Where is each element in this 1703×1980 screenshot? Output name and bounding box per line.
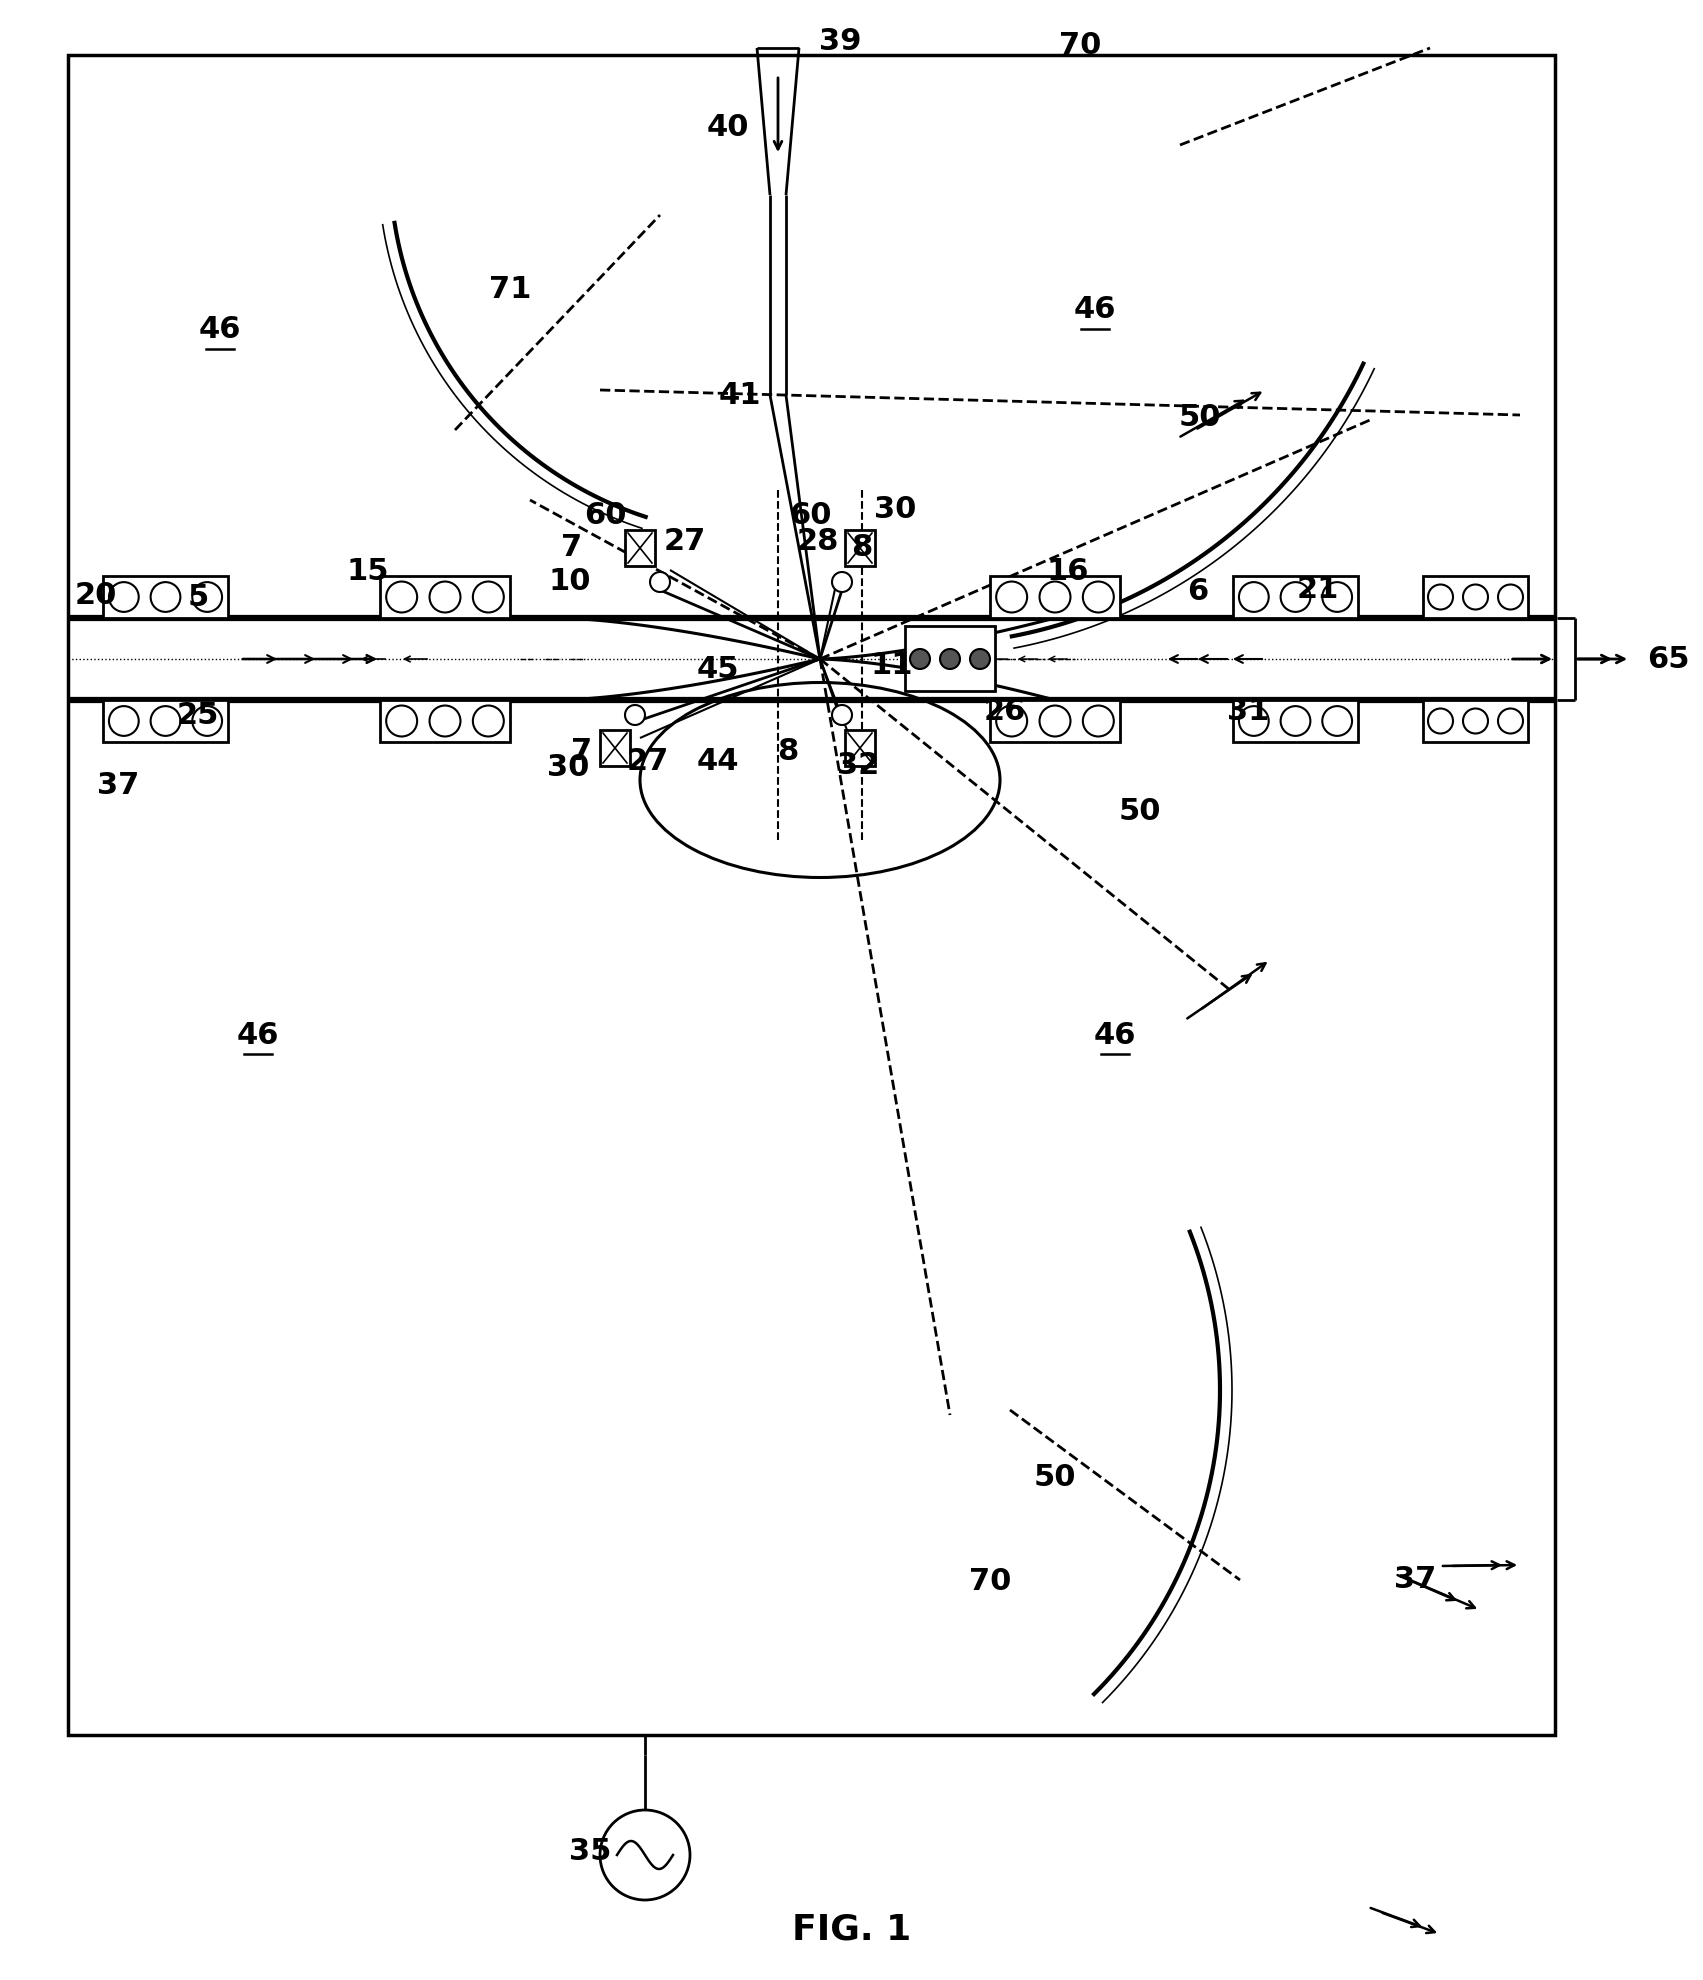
Text: 27: 27	[627, 748, 669, 776]
Text: 50: 50	[1119, 798, 1161, 826]
Circle shape	[192, 582, 221, 612]
Text: 28: 28	[797, 527, 840, 556]
Text: 70: 70	[1059, 30, 1102, 59]
Circle shape	[833, 705, 852, 725]
Circle shape	[109, 707, 138, 737]
Circle shape	[1463, 709, 1488, 733]
Text: 21: 21	[1296, 576, 1339, 604]
Bar	[845, 731, 875, 766]
Circle shape	[625, 705, 645, 725]
Bar	[1424, 701, 1528, 742]
Bar	[599, 731, 630, 766]
Circle shape	[1429, 584, 1453, 610]
Circle shape	[1039, 582, 1071, 612]
Text: 11: 11	[870, 651, 913, 681]
Text: 41: 41	[719, 380, 761, 410]
Circle shape	[1463, 584, 1488, 610]
Circle shape	[1322, 582, 1352, 612]
Circle shape	[651, 572, 669, 592]
Text: 60: 60	[788, 501, 831, 529]
Bar	[102, 576, 228, 618]
Bar	[68, 55, 1555, 1734]
Bar	[380, 576, 509, 618]
Circle shape	[909, 649, 930, 669]
Bar	[102, 701, 228, 742]
Circle shape	[599, 1810, 690, 1901]
Text: 15: 15	[347, 558, 390, 586]
Text: 8: 8	[852, 533, 872, 562]
Bar	[989, 576, 1121, 618]
Circle shape	[971, 649, 989, 669]
Bar	[1233, 576, 1357, 618]
Circle shape	[1499, 709, 1522, 733]
Circle shape	[109, 582, 138, 612]
Text: 20: 20	[75, 580, 118, 610]
Circle shape	[387, 582, 417, 612]
Text: 50: 50	[1178, 404, 1221, 432]
Circle shape	[1499, 584, 1522, 610]
Text: 27: 27	[664, 527, 707, 556]
Circle shape	[1240, 582, 1269, 612]
Text: 30: 30	[874, 495, 916, 525]
Circle shape	[473, 705, 504, 737]
Text: 7: 7	[572, 737, 593, 766]
Circle shape	[473, 582, 504, 612]
Text: 70: 70	[969, 1568, 1012, 1596]
Text: 46: 46	[199, 315, 242, 345]
Bar	[380, 701, 509, 742]
Circle shape	[1039, 705, 1071, 737]
Text: 31: 31	[1226, 697, 1269, 727]
Text: 60: 60	[584, 501, 627, 529]
Circle shape	[1281, 582, 1310, 612]
Text: 39: 39	[819, 28, 862, 57]
Text: 30: 30	[547, 754, 589, 782]
Circle shape	[996, 705, 1027, 737]
Text: 46: 46	[237, 1020, 279, 1049]
Bar	[845, 531, 875, 566]
Circle shape	[1083, 705, 1114, 737]
Text: 50: 50	[1034, 1463, 1076, 1493]
Text: 40: 40	[707, 113, 749, 143]
Bar	[625, 531, 656, 566]
Bar	[989, 701, 1121, 742]
Text: 10: 10	[548, 568, 591, 596]
Circle shape	[996, 582, 1027, 612]
Bar	[1233, 701, 1357, 742]
Text: 71: 71	[489, 275, 531, 305]
Text: 37: 37	[97, 770, 140, 800]
Text: 32: 32	[836, 752, 879, 780]
Text: 46: 46	[1093, 1020, 1136, 1049]
Text: 7: 7	[562, 533, 582, 562]
Circle shape	[387, 705, 417, 737]
Text: 46: 46	[1075, 295, 1115, 325]
Circle shape	[1322, 707, 1352, 737]
Circle shape	[429, 582, 460, 612]
Text: 25: 25	[177, 701, 220, 729]
Text: 8: 8	[777, 737, 799, 766]
Circle shape	[150, 707, 181, 737]
Circle shape	[833, 572, 852, 592]
Text: 44: 44	[697, 748, 739, 776]
Text: 26: 26	[984, 697, 1027, 727]
Circle shape	[150, 582, 181, 612]
Circle shape	[1083, 582, 1114, 612]
Text: 35: 35	[569, 1837, 611, 1867]
Text: 65: 65	[1647, 645, 1689, 673]
Text: 45: 45	[697, 655, 739, 685]
Circle shape	[1281, 707, 1310, 737]
Circle shape	[429, 705, 460, 737]
Circle shape	[192, 707, 221, 737]
Circle shape	[1429, 709, 1453, 733]
Bar	[904, 626, 995, 691]
Bar	[1424, 576, 1528, 618]
Circle shape	[940, 649, 960, 669]
Text: 37: 37	[1393, 1566, 1436, 1594]
Text: 5: 5	[187, 584, 209, 612]
Text: 16: 16	[1047, 558, 1090, 586]
Circle shape	[1240, 707, 1269, 737]
Text: 6: 6	[1187, 578, 1209, 606]
Text: FIG. 1: FIG. 1	[792, 1913, 911, 1946]
